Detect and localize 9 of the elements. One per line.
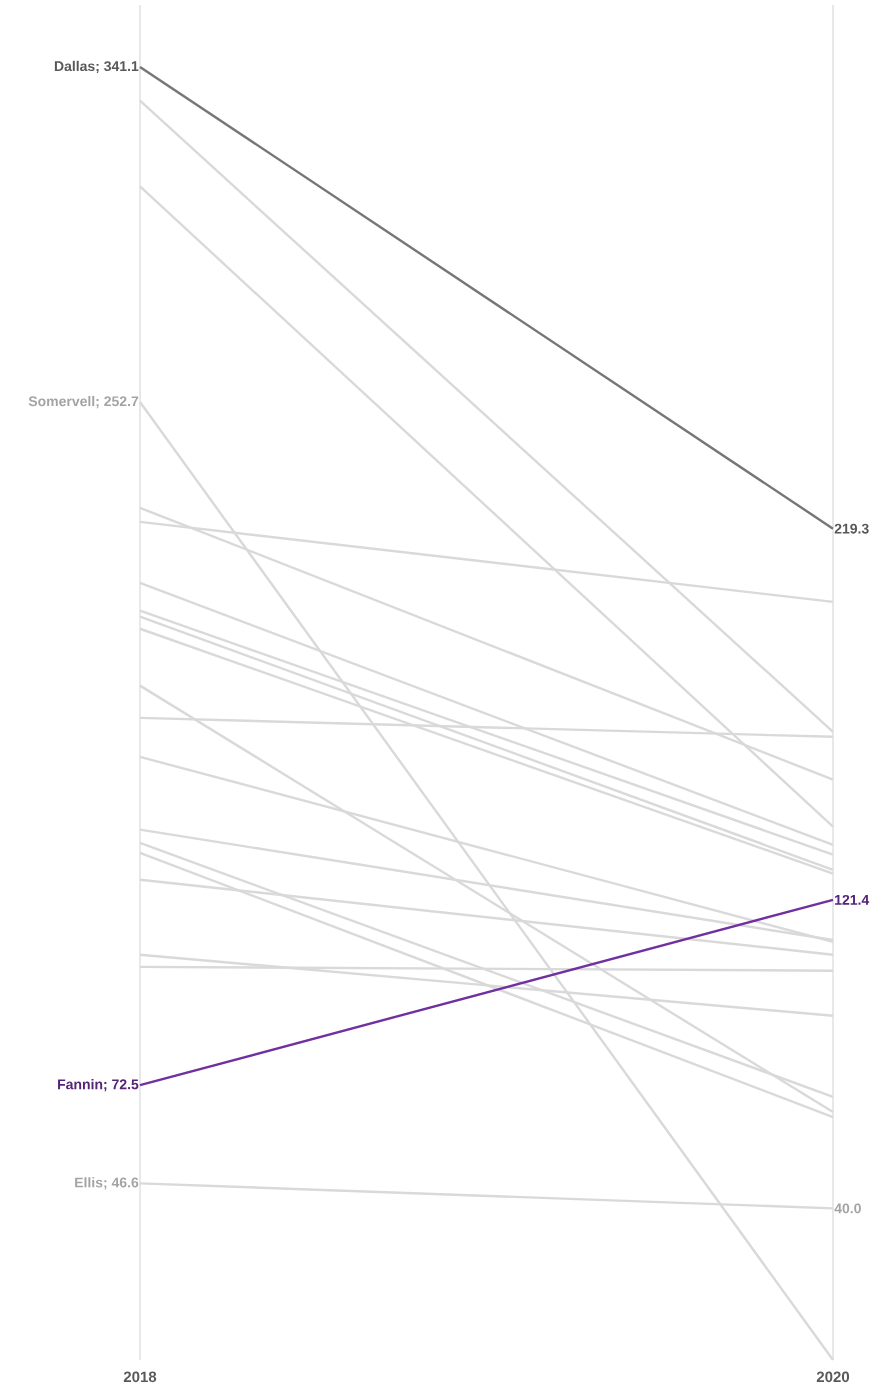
data-label: Fannin; 72.5 <box>58 1079 139 1092</box>
x-tick-label: 2020 <box>816 1371 850 1383</box>
data-label: Somervell; 252.7 <box>28 395 139 409</box>
data-label: Dallas; 341.1 <box>54 60 139 74</box>
x-tick-label: 2018 <box>123 1371 157 1383</box>
data-label: Ellis; 46.6 <box>75 1177 139 1190</box>
data-label: 121.4 <box>835 894 870 905</box>
data-label: 40.0 <box>834 1203 861 1214</box>
data-label: 219.3 <box>834 523 869 534</box>
